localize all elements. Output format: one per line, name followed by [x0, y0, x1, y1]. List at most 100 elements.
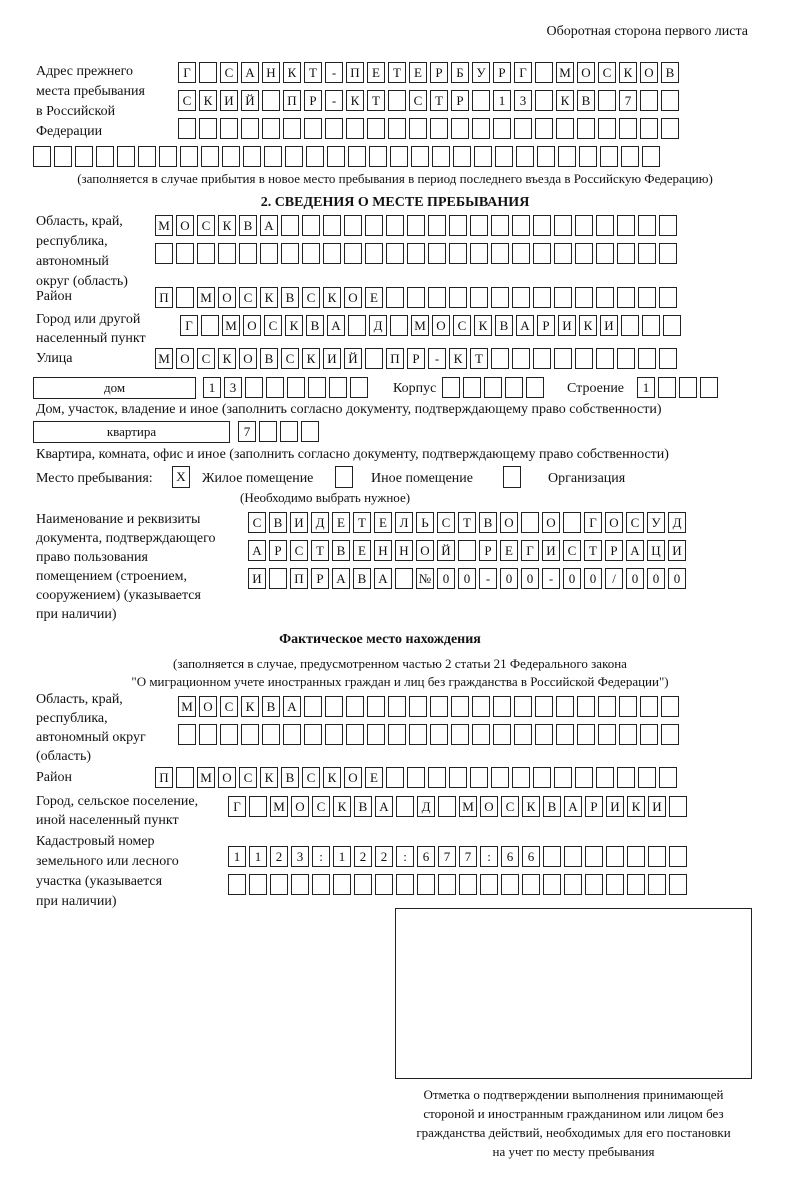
- char-cell[interactable]: О: [480, 796, 498, 817]
- char-cell[interactable]: [451, 696, 469, 717]
- char-cell[interactable]: [619, 696, 637, 717]
- char-cell[interactable]: [661, 118, 679, 139]
- char-cell[interactable]: С: [598, 62, 616, 83]
- char-cell[interactable]: Т: [353, 512, 371, 533]
- char-cell[interactable]: [249, 796, 267, 817]
- char-cell[interactable]: [533, 243, 551, 264]
- char-cell[interactable]: [598, 90, 616, 111]
- char-cell[interactable]: Е: [367, 62, 385, 83]
- char-cell[interactable]: [512, 215, 530, 236]
- char-cell[interactable]: [617, 348, 635, 369]
- char-cell[interactable]: [554, 767, 572, 788]
- char-cell[interactable]: [575, 215, 593, 236]
- char-cell[interactable]: [600, 146, 618, 167]
- char-cell[interactable]: [407, 767, 425, 788]
- char-cell[interactable]: [606, 846, 624, 867]
- char-cell[interactable]: И: [290, 512, 308, 533]
- char-cell[interactable]: [117, 146, 135, 167]
- char-cell[interactable]: Д: [369, 315, 387, 336]
- place-checkbox-residential[interactable]: X: [172, 466, 190, 488]
- char-cell[interactable]: [563, 512, 581, 533]
- char-cell[interactable]: [407, 215, 425, 236]
- char-cell[interactable]: [470, 767, 488, 788]
- char-cell[interactable]: [575, 767, 593, 788]
- char-cell[interactable]: 3: [291, 846, 309, 867]
- char-cell[interactable]: [451, 724, 469, 745]
- char-cell[interactable]: С: [197, 348, 215, 369]
- char-cell[interactable]: [627, 874, 645, 895]
- char-cell[interactable]: №: [416, 568, 434, 589]
- char-cell[interactable]: [281, 215, 299, 236]
- char-cell[interactable]: [301, 421, 319, 442]
- char-cell[interactable]: [304, 118, 322, 139]
- char-cell[interactable]: 7: [238, 421, 256, 442]
- char-cell[interactable]: [262, 724, 280, 745]
- char-cell[interactable]: В: [479, 512, 497, 533]
- char-cell[interactable]: 1: [333, 846, 351, 867]
- char-cell[interactable]: [640, 724, 658, 745]
- char-cell[interactable]: Р: [537, 315, 555, 336]
- char-cell[interactable]: [269, 568, 287, 589]
- char-cell[interactable]: [659, 215, 677, 236]
- char-cell[interactable]: Т: [388, 62, 406, 83]
- char-cell[interactable]: [491, 767, 509, 788]
- char-cell[interactable]: [638, 287, 656, 308]
- char-cell[interactable]: И: [248, 568, 266, 589]
- char-cell[interactable]: И: [323, 348, 341, 369]
- char-cell[interactable]: [505, 377, 523, 398]
- char-cell[interactable]: [438, 796, 456, 817]
- char-cell[interactable]: И: [220, 90, 238, 111]
- char-cell[interactable]: [458, 540, 476, 561]
- char-cell[interactable]: В: [495, 315, 513, 336]
- char-cell[interactable]: О: [605, 512, 623, 533]
- char-cell[interactable]: [199, 62, 217, 83]
- char-cell[interactable]: [346, 724, 364, 745]
- char-cell[interactable]: М: [222, 315, 240, 336]
- char-cell[interactable]: Т: [311, 540, 329, 561]
- char-cell[interactable]: 6: [501, 846, 519, 867]
- char-cell[interactable]: С: [248, 512, 266, 533]
- char-cell[interactable]: 0: [563, 568, 581, 589]
- char-cell[interactable]: С: [178, 90, 196, 111]
- char-cell[interactable]: 0: [584, 568, 602, 589]
- char-cell[interactable]: О: [640, 62, 658, 83]
- char-cell[interactable]: В: [354, 796, 372, 817]
- char-cell[interactable]: [180, 146, 198, 167]
- char-cell[interactable]: [533, 215, 551, 236]
- char-cell[interactable]: [333, 874, 351, 895]
- char-cell[interactable]: С: [563, 540, 581, 561]
- char-cell[interactable]: Е: [500, 540, 518, 561]
- char-cell[interactable]: О: [416, 540, 434, 561]
- char-cell[interactable]: П: [155, 767, 173, 788]
- char-cell[interactable]: [596, 243, 614, 264]
- char-cell[interactable]: [679, 377, 697, 398]
- char-cell[interactable]: [577, 118, 595, 139]
- char-cell[interactable]: К: [449, 348, 467, 369]
- char-cell[interactable]: К: [218, 215, 236, 236]
- char-cell[interactable]: К: [285, 315, 303, 336]
- char-cell[interactable]: 2: [375, 846, 393, 867]
- char-cell[interactable]: [495, 146, 513, 167]
- char-cell[interactable]: Т: [430, 90, 448, 111]
- char-cell[interactable]: [535, 90, 553, 111]
- char-cell[interactable]: [598, 724, 616, 745]
- char-cell[interactable]: [386, 767, 404, 788]
- char-cell[interactable]: [218, 243, 236, 264]
- char-cell[interactable]: [554, 348, 572, 369]
- char-cell[interactable]: [640, 696, 658, 717]
- char-cell[interactable]: [348, 315, 366, 336]
- char-cell[interactable]: [283, 118, 301, 139]
- char-cell[interactable]: [617, 243, 635, 264]
- char-cell[interactable]: [606, 874, 624, 895]
- char-cell[interactable]: У: [647, 512, 665, 533]
- char-cell[interactable]: -: [325, 62, 343, 83]
- char-cell[interactable]: 6: [522, 846, 540, 867]
- char-cell[interactable]: О: [176, 215, 194, 236]
- char-cell[interactable]: П: [155, 287, 173, 308]
- char-cell[interactable]: [176, 767, 194, 788]
- char-cell[interactable]: В: [262, 696, 280, 717]
- char-cell[interactable]: [199, 118, 217, 139]
- char-cell[interactable]: [344, 215, 362, 236]
- char-cell[interactable]: В: [260, 348, 278, 369]
- char-cell[interactable]: [617, 287, 635, 308]
